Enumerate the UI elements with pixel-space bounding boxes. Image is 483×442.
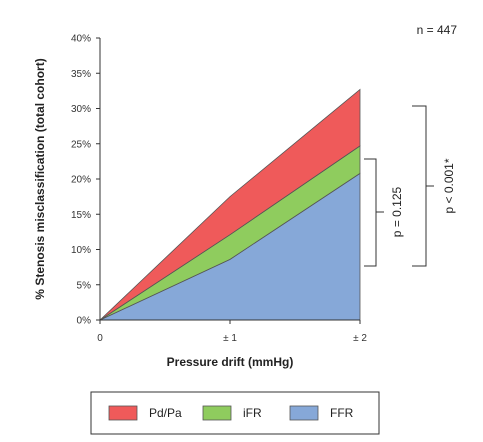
y-tick-label: 30%	[71, 104, 91, 115]
legend-item-ffr: FFR	[289, 405, 354, 421]
legend-box	[90, 391, 380, 435]
y-tick-label: 35%	[71, 69, 91, 80]
x-ticks: 0 ± 1 ± 2	[97, 320, 367, 344]
y-tick-label: 20%	[71, 175, 91, 186]
legend: Pd/Pa iFR FFR	[90, 391, 380, 435]
legend-label-pd-pa: Pd/Pa	[149, 406, 182, 420]
p-inner-annotation: p = 0.125	[390, 186, 404, 237]
legend-label-ffr: FFR	[330, 406, 354, 420]
x-tick-label: ± 1	[223, 333, 237, 344]
outer-bracket	[412, 105, 434, 267]
legend-swatch-ffr	[289, 405, 319, 421]
y-tick-label: 10%	[71, 245, 91, 256]
y-axis-title: % Stenosis misclassification (total coho…	[33, 58, 47, 299]
legend-swatch-ifr	[202, 405, 232, 421]
p-outer-annotation: p < 0.001*	[442, 158, 456, 213]
inner-bracket	[364, 158, 384, 267]
legend-label-ifr: iFR	[243, 406, 262, 420]
area-layer	[99, 88, 361, 321]
y-tick-label: 25%	[71, 139, 91, 150]
legend-item-pd-pa: Pd/Pa	[108, 405, 182, 421]
x-tick-label: ± 2	[353, 333, 367, 344]
x-axis-title: Pressure drift (mmHg)	[167, 355, 294, 369]
legend-item-ifr: iFR	[202, 405, 262, 421]
x-tick-label: 0	[97, 333, 103, 344]
y-tick-label: 0%	[77, 316, 92, 327]
n-annotation: n = 447	[417, 23, 458, 37]
y-ticks: 0% 5% 10% 15% 20% 25% 30% 35% 40%	[71, 34, 100, 327]
area-pd-pa	[99, 88, 361, 321]
y-tick-label: 15%	[71, 210, 91, 221]
y-tick-label: 5%	[77, 280, 92, 291]
legend-swatch-pd-pa	[108, 405, 138, 421]
y-tick-label: 40%	[71, 34, 91, 45]
